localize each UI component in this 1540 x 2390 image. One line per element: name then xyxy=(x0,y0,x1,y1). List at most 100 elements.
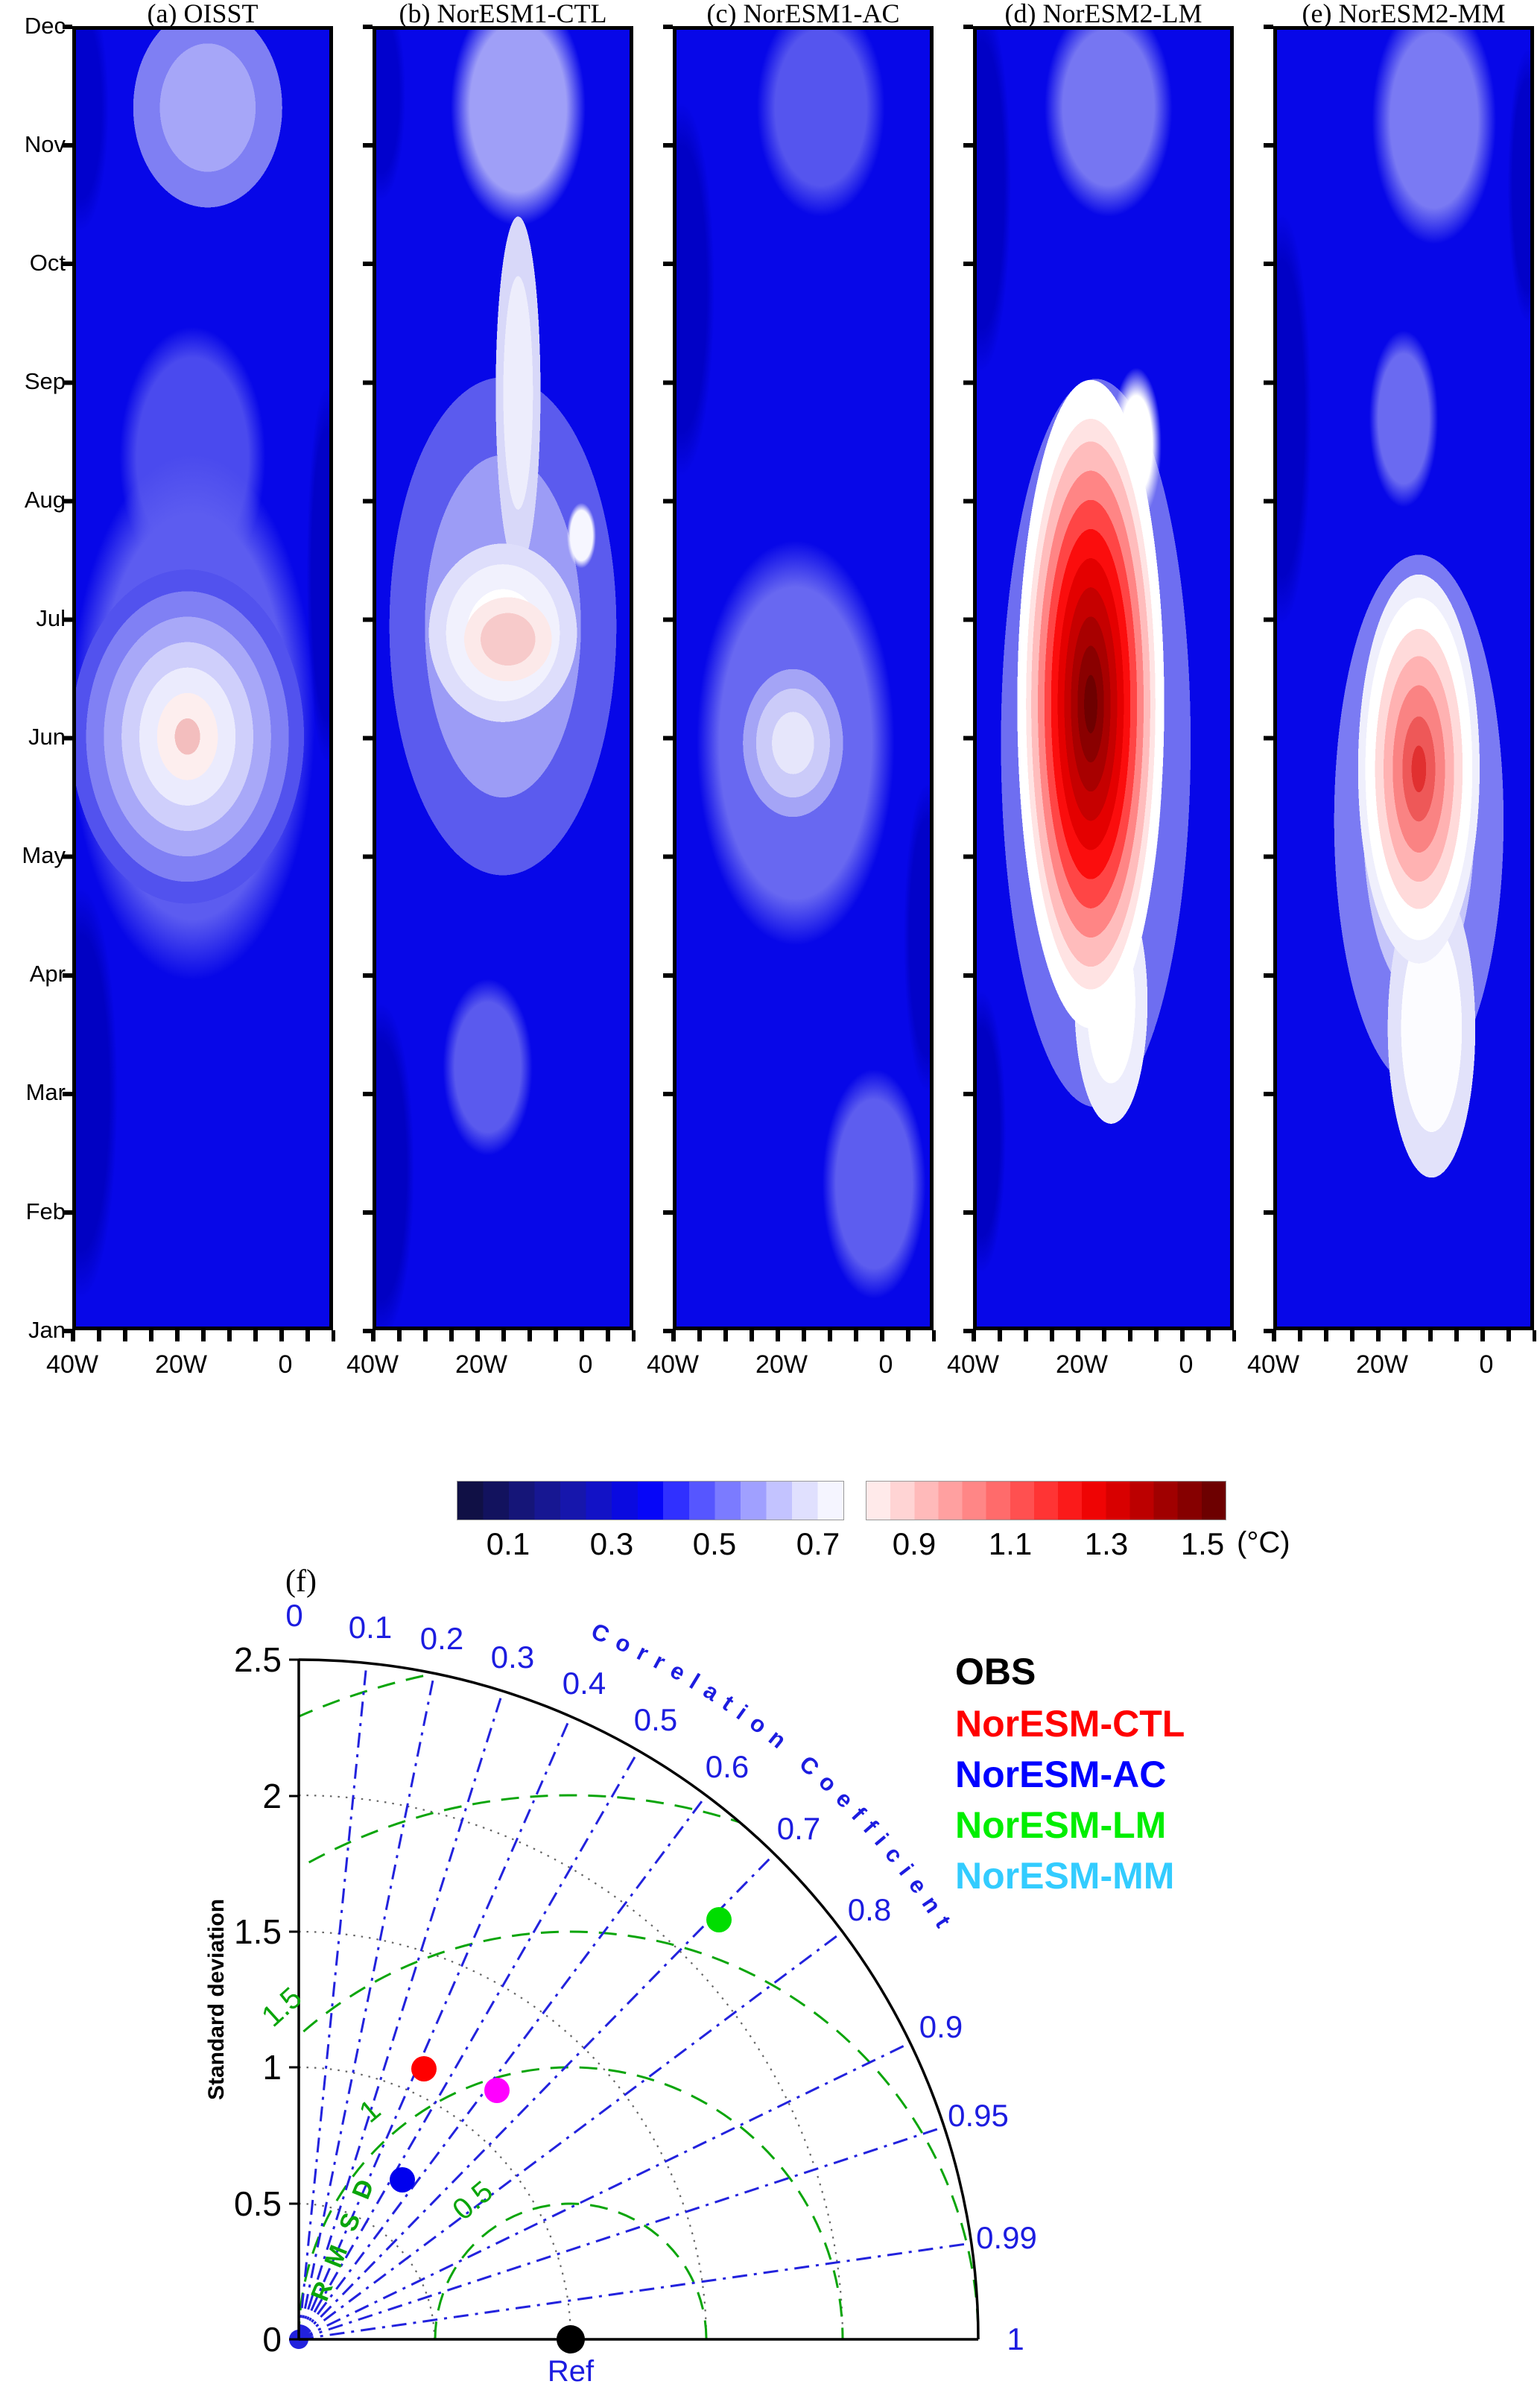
point-noresm-lm xyxy=(706,1907,732,1932)
svg-text:0.2: 0.2 xyxy=(420,1621,463,1656)
colorbar-label: 0.7 xyxy=(796,1526,840,1561)
svg-text:0.99: 0.99 xyxy=(976,2220,1037,2255)
lon-label-40w: 40W xyxy=(1247,1350,1299,1379)
lon-label-20w: 20W xyxy=(155,1350,207,1379)
lon-ticks-b xyxy=(371,1330,636,1341)
colorbar-blue-segment xyxy=(457,1481,844,1520)
lon-ticks-a xyxy=(71,1330,335,1341)
colorbar-label: 1.5 xyxy=(1180,1526,1225,1561)
month-ticks-a xyxy=(63,25,72,1333)
month-label: Apr xyxy=(29,961,66,987)
lon-label-20w: 20W xyxy=(455,1350,507,1379)
taylor-points xyxy=(390,1907,732,2353)
point-obs-ref xyxy=(557,2325,585,2353)
lon-label-0: 0 xyxy=(578,1350,593,1379)
correlation-rays xyxy=(297,1663,972,2341)
lon-label-20w: 20W xyxy=(1056,1350,1108,1379)
svg-text:0: 0 xyxy=(262,2320,282,2359)
svg-text:0.3: 0.3 xyxy=(491,1640,534,1675)
panel-d-title: (d) NorESM2-LM xyxy=(1004,0,1202,28)
colorbar-unit: (°C) xyxy=(1237,1526,1290,1559)
svg-text:0: 0 xyxy=(285,1598,302,1633)
taylor-axes xyxy=(297,1658,980,2341)
point-noresm-ctl xyxy=(411,2056,437,2081)
svg-text:2: 2 xyxy=(262,1777,282,1815)
hovmoller-panel-noresm1-ac xyxy=(673,26,934,1330)
hovmoller-panel-noresm1-ctl xyxy=(373,26,633,1330)
panel-c-title: (c) NorESM1-AC xyxy=(706,0,900,28)
legend-noresm-mm: NorESM-MM xyxy=(955,1855,1175,1897)
panel-e-title: (e) NorESM2-MM xyxy=(1302,0,1506,28)
hovmoller-panel-noresm2-mm xyxy=(1273,26,1534,1330)
svg-text:0.5: 0.5 xyxy=(446,2175,499,2226)
month-label: Jul xyxy=(36,605,66,631)
point-noresm-ac xyxy=(390,2167,415,2193)
correlation-axis-title: Correlation Coefficient xyxy=(588,1618,962,1941)
colorbar-label: 1.3 xyxy=(1084,1526,1129,1561)
month-label: Jan xyxy=(28,1317,66,1343)
colorbar-red-segment xyxy=(866,1481,1226,1520)
lon-label-0: 0 xyxy=(1179,1350,1194,1379)
correlation-labels: 0 0.1 0.2 0.3 0.4 0.5 0.6 0.7 0.8 0.9 0.… xyxy=(285,1598,1037,2356)
month-label: Sep xyxy=(24,368,66,394)
month-label: Oct xyxy=(29,250,66,276)
point-noresm-mm xyxy=(484,2078,510,2103)
std-axis-title: Standard deviation xyxy=(204,1899,229,2100)
rms-arcs xyxy=(299,1660,978,2339)
panel-a-title: (a) OISST xyxy=(147,0,259,28)
lon-label-40w: 40W xyxy=(647,1350,699,1379)
hovmoller-panel-oisst xyxy=(72,26,333,1330)
svg-text:0.5: 0.5 xyxy=(234,2184,282,2223)
std-dev-arcs xyxy=(298,1794,844,2340)
lon-label-0: 0 xyxy=(1479,1350,1494,1379)
svg-text:0.9: 0.9 xyxy=(919,2009,963,2044)
hovmoller-panel-noresm2-lm xyxy=(973,26,1234,1330)
month-label: Dec xyxy=(24,13,66,39)
legend-noresm-ctl: NorESM-CTL xyxy=(955,1703,1185,1745)
colorbar-label: 0.3 xyxy=(589,1526,634,1561)
svg-text:1: 1 xyxy=(353,2093,387,2129)
svg-text:0.7: 0.7 xyxy=(777,1811,820,1846)
svg-text:0.8: 0.8 xyxy=(848,1892,891,1927)
panel-b-title: (b) NorESM1-CTL xyxy=(399,0,607,28)
svg-text:0.5: 0.5 xyxy=(634,1702,677,1737)
month-ticks-c xyxy=(663,25,673,1333)
svg-text:1: 1 xyxy=(262,2048,282,2087)
taylor-panel-label: (f) xyxy=(285,1564,317,1599)
month-label: Jun xyxy=(28,724,66,750)
svg-text:2.5: 2.5 xyxy=(234,1640,282,1679)
lon-label-0: 0 xyxy=(878,1350,893,1379)
lon-label-0: 0 xyxy=(278,1350,293,1379)
month-label: Nov xyxy=(24,131,66,157)
lon-label-20w: 20W xyxy=(1356,1350,1408,1379)
svg-text:0.4: 0.4 xyxy=(563,1666,606,1701)
month-ticks-b xyxy=(363,25,373,1333)
month-label: Aug xyxy=(24,487,66,513)
lon-ticks-d xyxy=(972,1330,1236,1341)
month-ticks-d xyxy=(963,25,973,1333)
colorbar-label: 0.5 xyxy=(692,1526,737,1561)
colorbar-label: 1.1 xyxy=(988,1526,1033,1561)
month-label: Mar xyxy=(25,1079,66,1105)
ref-label: Ref xyxy=(548,2355,595,2388)
svg-text:1.5: 1.5 xyxy=(256,1981,308,2033)
svg-text:0.1: 0.1 xyxy=(349,1610,392,1645)
lon-label-20w: 20W xyxy=(755,1350,808,1379)
legend-noresm-lm: NorESM-LM xyxy=(955,1804,1167,1846)
svg-text:1.5: 1.5 xyxy=(234,1912,282,1951)
legend-noresm-ac: NorESM-AC xyxy=(955,1754,1167,1795)
lon-ticks-c xyxy=(671,1330,936,1341)
legend-obs: OBS xyxy=(955,1651,1036,1692)
svg-text:1: 1 xyxy=(1007,2321,1024,2356)
month-label: Feb xyxy=(25,1198,66,1224)
taylor-diagram: 0 0.5 1 1.5 2 2.5 Standard deviation 0 0… xyxy=(204,1598,1037,2388)
month-ticks-e xyxy=(1264,25,1273,1333)
colorbar-label: 0.1 xyxy=(486,1526,530,1561)
svg-text:0.6: 0.6 xyxy=(706,1749,749,1784)
lon-ticks-e xyxy=(1272,1330,1536,1341)
std-axis-labels: 0 0.5 1 1.5 2 2.5 xyxy=(234,1640,282,2359)
colorbar-label: 0.9 xyxy=(892,1526,937,1561)
lon-label-40w: 40W xyxy=(346,1350,399,1379)
std-axis-ticks xyxy=(289,1658,299,2341)
lon-label-40w: 40W xyxy=(46,1350,98,1379)
